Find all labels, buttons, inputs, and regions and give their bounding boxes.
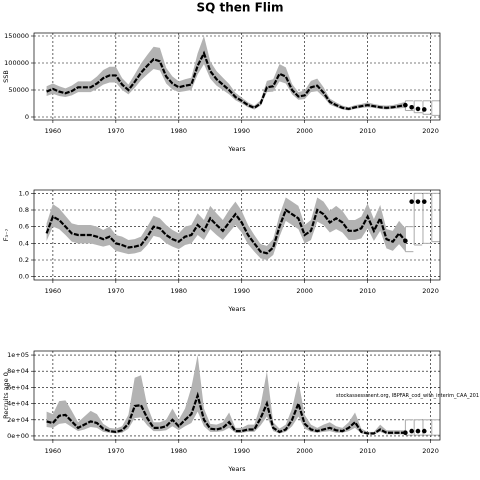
x-tick-label: 2020 <box>422 287 439 295</box>
x-tick-label: 2000 <box>296 127 313 135</box>
x-axis-label: Years <box>227 145 246 153</box>
x-tick-label: 2010 <box>359 127 376 135</box>
y-tick-label: 0.8 <box>19 206 29 214</box>
x-tick-label: 2020 <box>422 447 439 455</box>
forecast-point <box>409 428 414 434</box>
forecast-point <box>421 107 427 112</box>
y-tick-label: 0.4 <box>19 239 29 247</box>
x-tick-label: 1980 <box>171 447 188 455</box>
forecast-point <box>415 428 421 434</box>
forecast-point <box>409 199 414 204</box>
y-tick-label: 0.6 <box>19 223 29 231</box>
annotation: stockassessment.org, IBPFAR_cod_with_int… <box>336 393 479 399</box>
forecast-point <box>421 199 427 204</box>
forecast-point <box>415 199 421 204</box>
x-tick-label: 2020 <box>422 127 439 135</box>
estimate-line <box>46 391 406 435</box>
confidence-band <box>46 36 406 111</box>
y-tick-label: 0e+00 <box>7 432 29 440</box>
x-axis-label: Years <box>227 465 246 473</box>
x-tick-label: 1960 <box>45 127 62 135</box>
x-tick-label: 1990 <box>233 447 250 455</box>
panel: 0.0 0.2 0.4 0.6 0.8 1.0 1960 1970 1980 1990 2000 20… <box>2 189 441 313</box>
y-tick-label: 2e+04 <box>7 416 29 424</box>
y-tick-label: 100000 <box>4 59 29 67</box>
plot-frame <box>33 32 441 121</box>
x-tick-label: 2010 <box>359 447 376 455</box>
forecast-point <box>415 106 421 112</box>
forecast-point <box>421 428 427 434</box>
x-tick-label: 2000 <box>296 447 313 455</box>
panel: 0 50000 100000 150000 1960 1970 1980 1990 2000 20… <box>2 32 441 153</box>
confidence-band <box>46 197 406 260</box>
y-tick-label: 0 <box>25 113 29 121</box>
x-tick-label: 1980 <box>171 127 188 135</box>
x-tick-label: 1990 <box>233 127 250 135</box>
x-tick-label: 2010 <box>359 287 376 295</box>
y-tick-label: 8e+04 <box>7 367 29 375</box>
plot-frame <box>33 350 441 441</box>
forecast-point <box>409 104 414 110</box>
y-tick-label: 6e+04 <box>7 383 29 391</box>
confidence-band <box>46 355 406 435</box>
x-tick-label: 1960 <box>45 447 62 455</box>
figure-title: SQ then Flim <box>196 1 283 15</box>
y-tick-label: 50000 <box>8 86 29 94</box>
x-tick-label: 1980 <box>171 287 188 295</box>
x-tick-label: 1970 <box>108 447 125 455</box>
x-tick-label: 2000 <box>296 287 313 295</box>
y-axis-label: SSB <box>2 70 10 83</box>
estimate-line <box>46 50 406 111</box>
y-tick-label: 0.2 <box>19 256 29 264</box>
y-tick-label: 0.0 <box>19 273 29 281</box>
panel: 0e+00 2e+04 4e+04 6e+04 8e+04 1e+05 1960 1970 19… <box>2 350 479 473</box>
x-tick-label: 1970 <box>108 127 125 135</box>
forecast-point <box>403 238 408 244</box>
x-tick-label: 1970 <box>108 287 125 295</box>
forecast-point <box>403 102 408 108</box>
y-tick-label: 150000 <box>4 32 29 40</box>
x-tick-label: 1990 <box>233 287 250 295</box>
estimate-line <box>45 208 407 255</box>
x-axis-label: Years <box>227 305 246 313</box>
y-axis-label: F₃₋₇ <box>2 228 10 241</box>
y-tick-label: 4e+04 <box>7 400 29 408</box>
y-tick-label: 1e+05 <box>7 351 29 359</box>
x-tick-label: 1960 <box>45 287 62 295</box>
forecast-point <box>403 430 408 436</box>
plot-frame <box>33 189 441 281</box>
y-tick-label: 1.0 <box>19 189 29 197</box>
y-axis-label: Recruits age 0 <box>2 372 10 419</box>
